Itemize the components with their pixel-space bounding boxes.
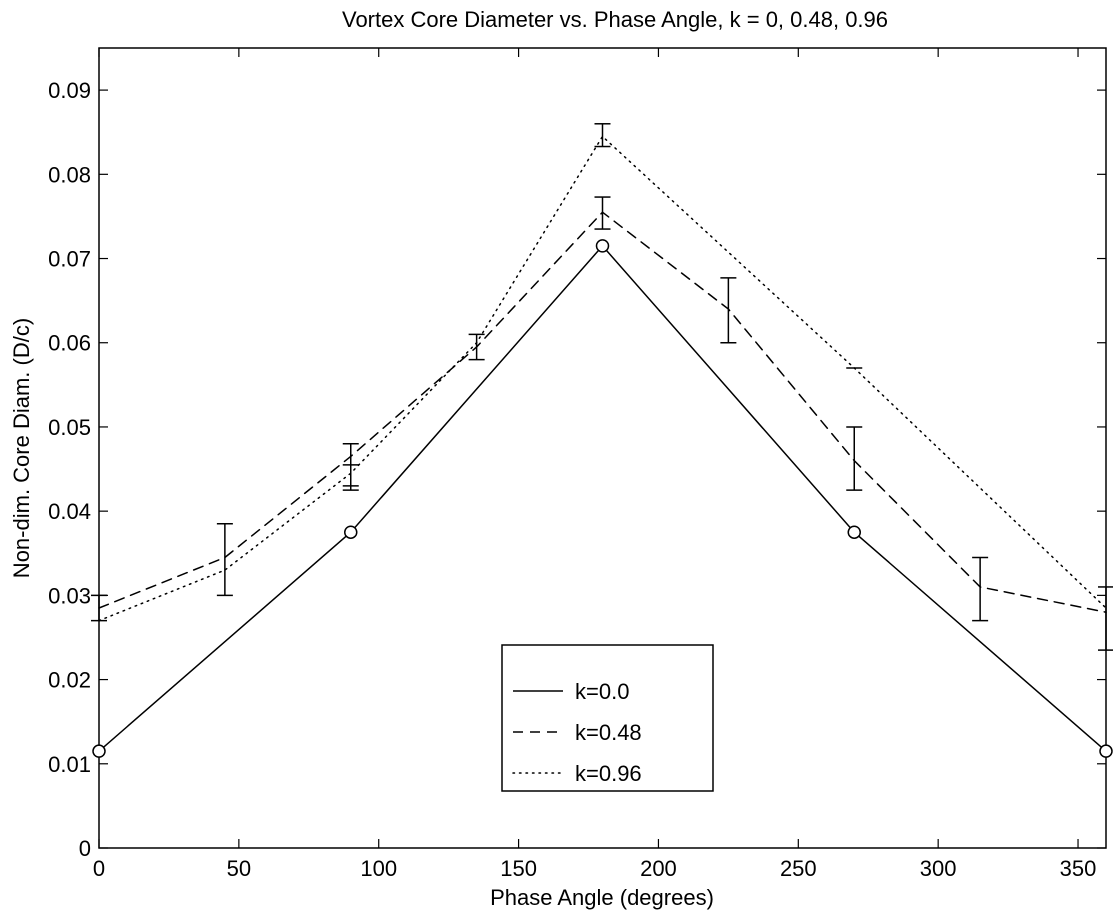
legend-label-k0: k=0.0 [575, 679, 629, 704]
x-tick-label: 250 [780, 856, 817, 881]
x-tick-label: 100 [360, 856, 397, 881]
chart-title: Vortex Core Diameter vs. Phase Angle, k … [342, 7, 888, 32]
y-tick-label: 0.03 [48, 583, 91, 608]
x-tick-label: 150 [500, 856, 537, 881]
legend-label-k048: k=0.48 [575, 720, 642, 745]
y-tick-label: 0.07 [48, 247, 91, 272]
series-layer [91, 123, 1113, 758]
data-point [847, 525, 861, 539]
data-point [595, 239, 610, 253]
x-tick-label: 50 [227, 856, 251, 881]
y-tick-label: 0.01 [48, 752, 91, 777]
y-tick-label: 0.08 [48, 162, 91, 187]
data-point [92, 744, 106, 758]
series-1 [92, 239, 1113, 758]
x-tick-label: 300 [920, 856, 957, 881]
legend-box [501, 644, 714, 792]
x-tick-label: 350 [1060, 856, 1097, 881]
y-tick-label: 0.04 [48, 499, 91, 524]
x-axis: 0 50 100 150 200 250 300 350 [93, 48, 1097, 881]
data-point [344, 525, 358, 539]
y-tick-label: 0.02 [48, 668, 91, 693]
y-tick-label: 0 [79, 836, 91, 861]
y-axis: 0 0.01 0.02 0.03 0.04 0.05 0.06 0.07 0.08 0.09 [48, 78, 1106, 861]
y-tick-label: 0.05 [48, 415, 91, 440]
x-tick-label: 0 [93, 856, 105, 881]
y-tick-label: 0.09 [48, 78, 91, 103]
x-tick-label: 200 [640, 856, 677, 881]
series-2 [91, 196, 1113, 651]
x-axis-label: Phase Angle (degrees) [490, 885, 714, 910]
legend: k=0.0 k=0.48 k=0.96 [501, 644, 714, 792]
data-point [1099, 744, 1113, 758]
y-axis-label: Non-dim. Core Diam. (D/c) [9, 318, 34, 578]
y-tick-label: 0.06 [48, 331, 91, 356]
legend-label-k096: k=0.96 [575, 761, 642, 786]
series-3 [98, 123, 1107, 622]
